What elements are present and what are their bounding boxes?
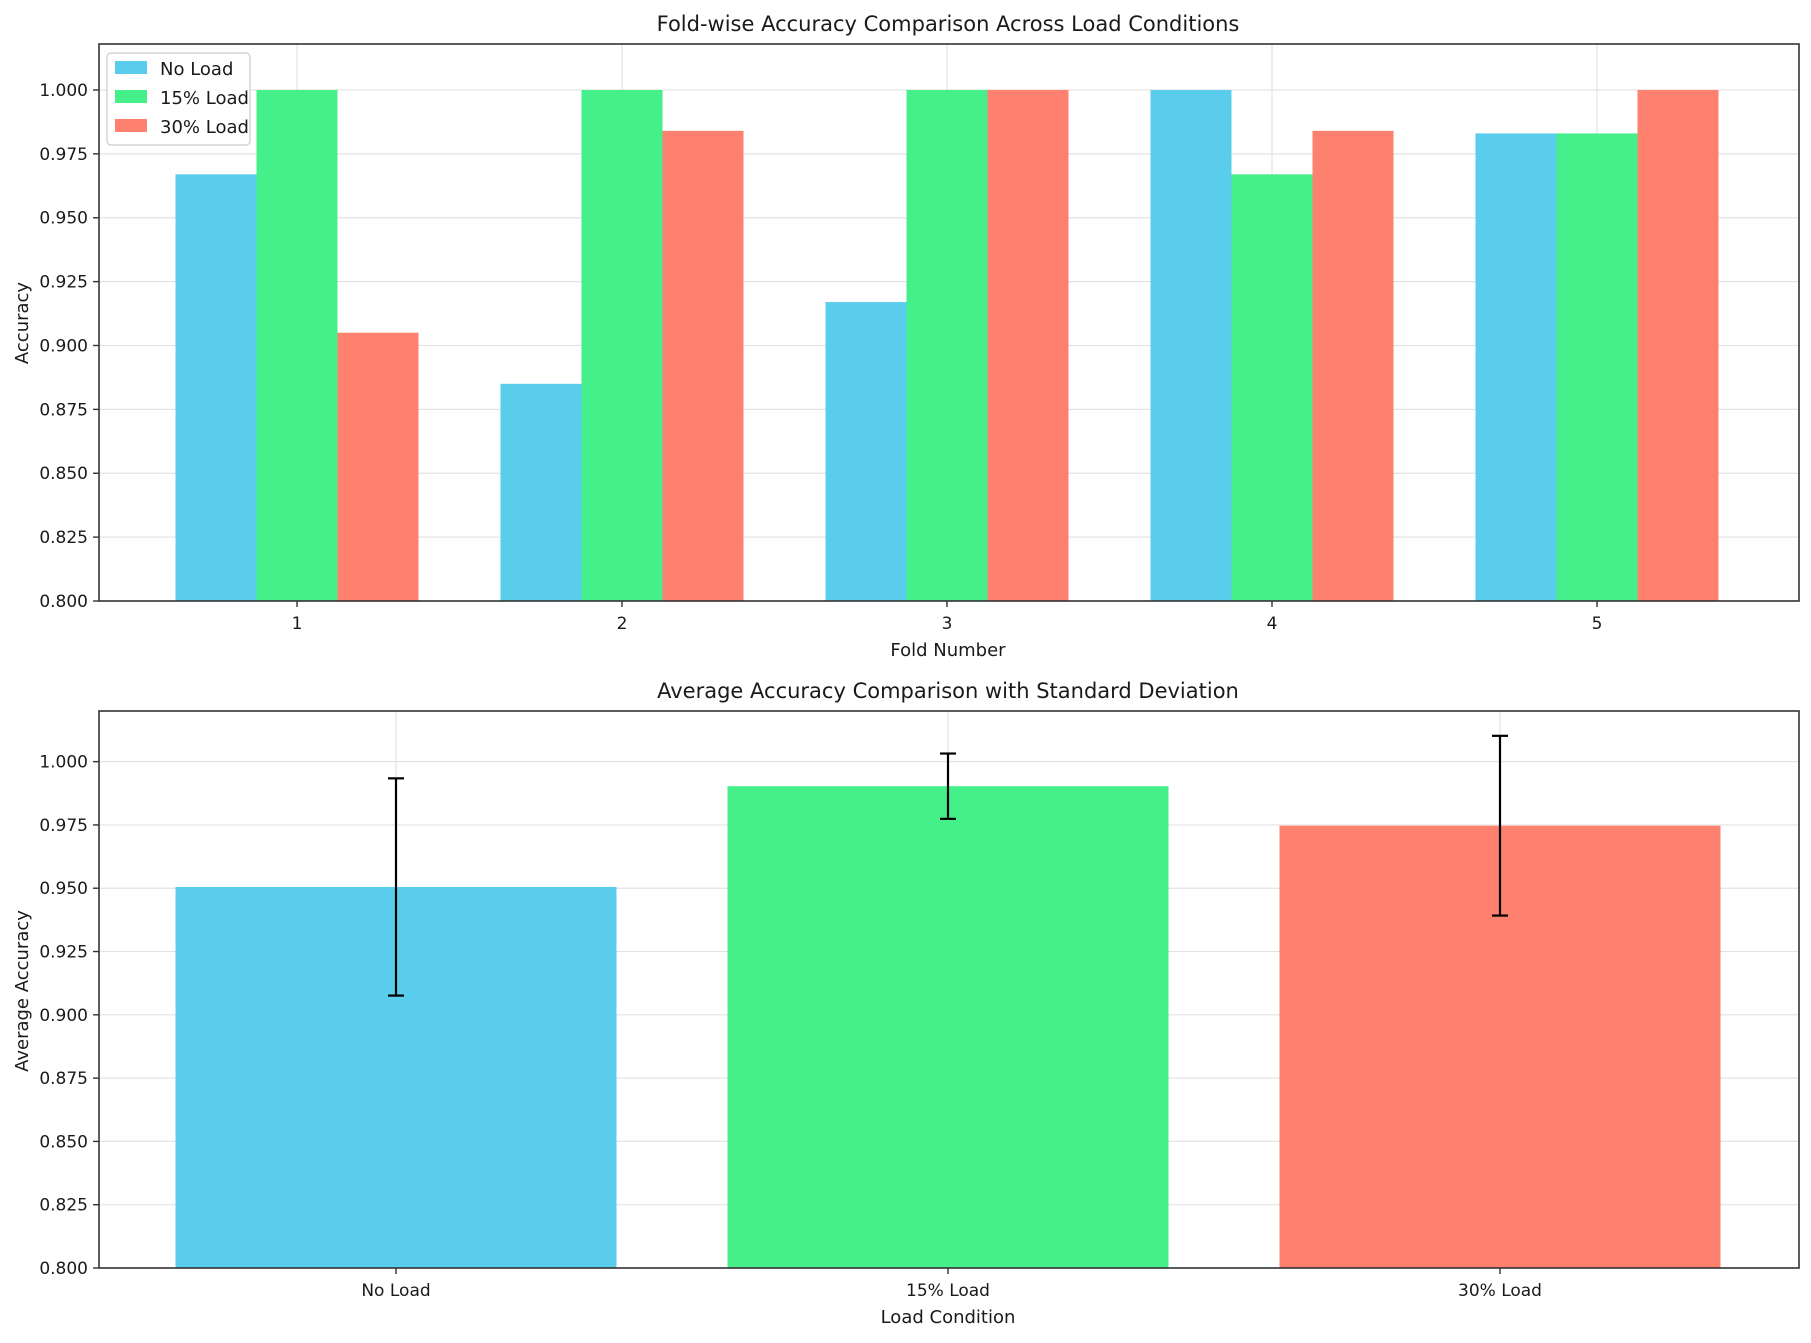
y-tick-label: 0.825: [39, 1196, 88, 1216]
bars: [175, 786, 1721, 1268]
bar-fold-5-30-load: [1637, 89, 1719, 602]
error-bar-no-load: [388, 777, 404, 997]
y-tick-label: 0.850: [39, 464, 88, 484]
plot-frame: [98, 43, 1800, 602]
bar-fold-2-15-load: [581, 89, 663, 602]
legend: No Load 15% Load 30% Load: [106, 52, 251, 146]
y-tick-label: 0.950: [39, 879, 88, 899]
y-tick-label: 0.825: [39, 528, 88, 548]
x-tick-label: No Load: [361, 1281, 430, 1301]
y-tick-label: 0.900: [39, 336, 88, 356]
error-bar-15-load: [940, 752, 956, 820]
y-tick-label: 0.950: [39, 209, 88, 229]
x-tick-label: 2: [617, 614, 628, 634]
plot-frame: [98, 710, 1800, 1269]
bar-fold-5-no-load: [1475, 133, 1557, 601]
x-tick-label: 15% Load: [906, 1281, 990, 1301]
legend-label-15-load: 15% Load: [160, 88, 249, 109]
x-tick-label: 1: [292, 614, 303, 634]
bar-fold-2-30-load: [662, 130, 744, 601]
legend-label-no-load: No Load: [160, 59, 233, 80]
x-tick-label: 30% Load: [1458, 1281, 1542, 1301]
y-tick-label: 0.850: [39, 1132, 88, 1152]
y-tick-label: 0.875: [39, 400, 88, 420]
x-axis-ticks: No Load 15% Load 30% Load: [361, 1268, 1542, 1301]
x-axis-ticks: 1 2 3 4 5: [292, 601, 1603, 634]
bars: [175, 89, 1719, 602]
y-axis-label: Accuracy: [12, 282, 33, 365]
foldwise-accuracy-chart: Fold-wise Accuracy Comparison Across Loa…: [12, 12, 1800, 661]
x-tick-label: 5: [1592, 614, 1603, 634]
bar-fold-5-15-load: [1556, 133, 1638, 601]
chart-title: Average Accuracy Comparison with Standar…: [657, 679, 1239, 703]
y-tick-label: 0.800: [39, 592, 88, 612]
chart-title: Fold-wise Accuracy Comparison Across Loa…: [657, 12, 1240, 36]
bar-fold-1-no-load: [175, 174, 257, 601]
y-tick-label: 0.925: [39, 273, 88, 293]
average-accuracy-chart: Average Accuracy Comparison with Standar…: [12, 679, 1800, 1328]
y-tick-label: 0.800: [39, 1259, 88, 1279]
y-tick-label: 0.900: [39, 1006, 88, 1026]
y-tick-label: 0.875: [39, 1069, 88, 1089]
y-tick-label: 0.975: [39, 145, 88, 165]
error-bars: [388, 734, 1508, 997]
bar-fold-3-no-load: [825, 302, 907, 601]
y-axis-label: Average Accuracy: [12, 910, 33, 1072]
y-tick-label: 1.000: [39, 753, 88, 773]
bar-fold-3-30-load: [987, 89, 1069, 602]
legend-swatch-15-load: [115, 90, 147, 103]
y-axis-ticks: 0.800 0.825 0.850 0.875 0.900 0.925 0.950 0.975…: [39, 753, 99, 1279]
y-tick-label: 1.000: [39, 81, 88, 101]
bar-fold-4-30-load: [1312, 130, 1394, 601]
y-tick-label: 0.925: [39, 943, 88, 963]
x-axis-label: Load Condition: [881, 1307, 1016, 1328]
x-tick-label: 3: [942, 614, 953, 634]
x-tick-label: 4: [1267, 614, 1278, 634]
legend-swatch-30-load: [115, 119, 147, 132]
bar-fold-2-no-load: [500, 383, 582, 601]
legend-label-30-load: 30% Load: [160, 117, 249, 138]
y-tick-label: 0.975: [39, 816, 88, 836]
y-axis-ticks: 0.800 0.825 0.850 0.875 0.900 0.925 0.950 0.975…: [39, 81, 99, 612]
error-bar-30-load: [1492, 734, 1508, 917]
bar-fold-1-15-load: [256, 89, 338, 602]
bar-15-load: [727, 786, 1169, 1268]
x-axis-label: Fold Number: [890, 640, 1006, 661]
bar-fold-3-15-load: [906, 89, 988, 602]
legend-swatch-no-load: [115, 61, 147, 74]
bar-fold-4-15-load: [1231, 174, 1313, 601]
bar-fold-1-30-load: [337, 332, 419, 601]
bar-fold-4-no-load: [1150, 89, 1232, 602]
